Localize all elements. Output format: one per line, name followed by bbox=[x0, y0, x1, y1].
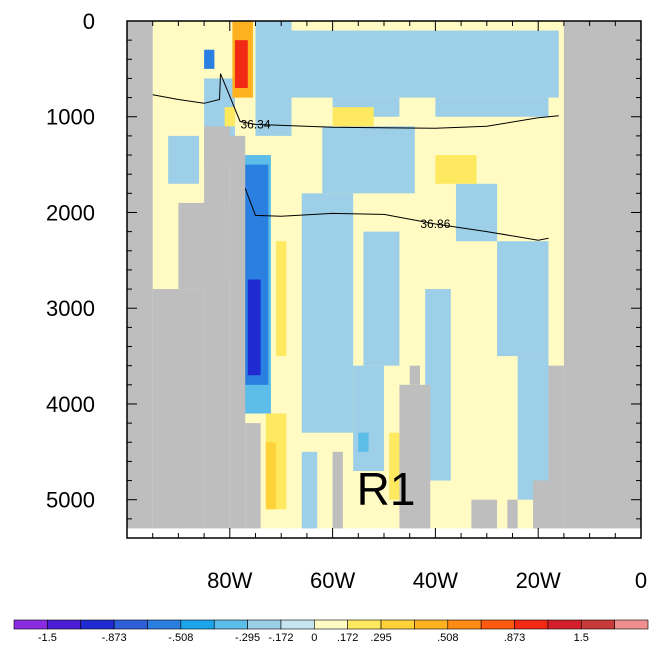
field-cell bbox=[455, 183, 498, 242]
y-tick-label: 0 bbox=[83, 9, 95, 34]
field-cell bbox=[435, 155, 477, 184]
x-tick-label: 40W bbox=[413, 568, 458, 593]
field-cell bbox=[276, 241, 287, 357]
x-tick-label: 0 bbox=[635, 568, 647, 593]
colorbar-label: -.295 bbox=[235, 632, 260, 644]
field-cell bbox=[435, 97, 549, 117]
colorbar-label: .172 bbox=[337, 632, 358, 644]
x-axis: 80W 60W 40W 20W 0 bbox=[126, 21, 647, 593]
y-tick-label: 2000 bbox=[46, 200, 95, 225]
land-cell bbox=[127, 21, 153, 529]
field-cell bbox=[322, 126, 415, 194]
field-cell bbox=[301, 193, 354, 433]
field-cell bbox=[224, 107, 235, 127]
land-cell bbox=[563, 21, 641, 529]
land-cell bbox=[533, 480, 549, 529]
contour-line bbox=[244, 188, 549, 241]
y-tick-label: 5000 bbox=[46, 488, 95, 513]
contour-label: 36.86 bbox=[420, 217, 450, 231]
colorbar-label: -1.5 bbox=[38, 632, 57, 644]
field-cell bbox=[389, 432, 400, 500]
colorbar-label: .295 bbox=[370, 632, 391, 644]
colorbar-swatch bbox=[47, 619, 82, 630]
y-axis: 0 1000 2000 3000 4000 5000 bbox=[46, 9, 641, 539]
colorbar: -1.5 -.873 -.508 -.295 -.172 0 .172 .295 .508 .87… bbox=[13, 619, 649, 644]
colorbar-swatch bbox=[514, 619, 549, 630]
colorbar-label: .508 bbox=[437, 632, 458, 644]
colorbar-swatch bbox=[13, 619, 48, 630]
x-tick-label: 80W bbox=[207, 568, 252, 593]
plot-area bbox=[127, 21, 641, 529]
colorbar-swatch bbox=[380, 619, 415, 630]
field-cell bbox=[517, 356, 549, 500]
field-cell bbox=[168, 135, 199, 184]
field-cell bbox=[358, 432, 369, 452]
y-tick-label: 3000 bbox=[46, 296, 95, 321]
colorbar-swatch bbox=[147, 619, 182, 630]
field-cell bbox=[363, 231, 400, 366]
land-cell bbox=[409, 365, 420, 385]
land-cell bbox=[471, 499, 498, 529]
field-cell bbox=[497, 241, 549, 357]
colorbar-swatch bbox=[213, 619, 248, 630]
field-cell bbox=[234, 40, 248, 89]
field-cell bbox=[301, 451, 318, 529]
colorbar-label: 0 bbox=[311, 632, 317, 644]
colorbar-swatch bbox=[580, 619, 615, 630]
colorbar-swatch bbox=[314, 619, 348, 630]
contour-label: 36.34 bbox=[240, 117, 270, 131]
colorbar-swatch bbox=[547, 619, 582, 630]
field-cell bbox=[204, 49, 215, 69]
colorbar-swatch bbox=[480, 619, 515, 630]
panel-label: R1 bbox=[357, 463, 416, 515]
field-cell bbox=[332, 107, 374, 127]
x-tick-label: 20W bbox=[516, 568, 561, 593]
land-cell bbox=[178, 202, 210, 290]
colorbar-swatch bbox=[447, 619, 482, 630]
colorbar-swatch bbox=[247, 619, 282, 630]
land-cell bbox=[204, 126, 230, 529]
colorbar-swatch bbox=[347, 619, 382, 630]
y-tick-label: 1000 bbox=[46, 105, 95, 130]
contour-line bbox=[152, 73, 559, 129]
field-cell bbox=[291, 30, 559, 98]
field-cell bbox=[255, 21, 292, 136]
field-cell bbox=[247, 279, 261, 376]
land-cell bbox=[152, 289, 205, 529]
colorbar-label: -.172 bbox=[268, 632, 293, 644]
contour-lines: 36.34 36.86 bbox=[152, 73, 559, 241]
colorbar-swatch bbox=[414, 619, 449, 630]
field-cell bbox=[353, 365, 384, 471]
colorbar-label: .873 bbox=[504, 632, 525, 644]
land-cell bbox=[548, 365, 564, 529]
land-cell bbox=[245, 423, 261, 529]
land-cell bbox=[332, 451, 343, 529]
colorbar-swatch bbox=[113, 619, 148, 630]
land-cell bbox=[229, 135, 246, 529]
land-cell bbox=[399, 384, 431, 529]
land-cell bbox=[507, 499, 518, 529]
field-cell bbox=[265, 442, 277, 510]
colorbar-label: -.873 bbox=[102, 632, 127, 644]
colorbar-swatch bbox=[280, 619, 315, 630]
colorbar-label: -.508 bbox=[168, 632, 193, 644]
colorbar-swatch bbox=[614, 619, 649, 630]
y-tick-label: 4000 bbox=[46, 392, 95, 417]
x-tick-label: 60W bbox=[310, 568, 355, 593]
colorbar-label: 1.5 bbox=[574, 632, 589, 644]
colorbar-swatch bbox=[80, 619, 115, 630]
colorbar-swatch bbox=[180, 619, 215, 630]
